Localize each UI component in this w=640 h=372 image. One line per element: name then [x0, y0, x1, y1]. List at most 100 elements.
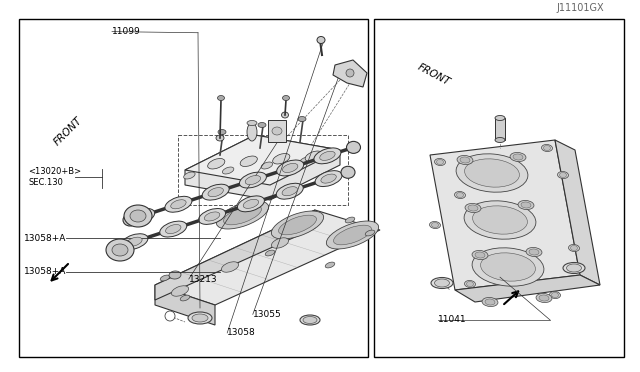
Bar — [19, 19, 368, 357]
Ellipse shape — [457, 155, 473, 164]
Ellipse shape — [472, 248, 544, 286]
Polygon shape — [155, 210, 315, 300]
Ellipse shape — [188, 312, 212, 324]
Text: FRONT: FRONT — [52, 115, 84, 147]
Text: 13058: 13058 — [227, 328, 256, 337]
Ellipse shape — [495, 138, 505, 142]
Ellipse shape — [429, 221, 440, 228]
Polygon shape — [185, 135, 340, 200]
Text: J11101GX: J11101GX — [557, 3, 604, 13]
Ellipse shape — [454, 192, 465, 199]
Ellipse shape — [258, 122, 266, 128]
Ellipse shape — [495, 115, 505, 121]
Text: SEC.130: SEC.130 — [28, 178, 63, 187]
Ellipse shape — [481, 253, 536, 281]
Ellipse shape — [467, 282, 474, 286]
Ellipse shape — [223, 205, 262, 225]
Text: 11099: 11099 — [112, 27, 141, 36]
Ellipse shape — [333, 225, 371, 245]
Ellipse shape — [124, 205, 152, 227]
Polygon shape — [455, 275, 600, 302]
Ellipse shape — [300, 315, 320, 325]
Ellipse shape — [192, 314, 208, 322]
Ellipse shape — [216, 201, 269, 229]
Ellipse shape — [345, 217, 355, 223]
Ellipse shape — [456, 192, 463, 198]
Ellipse shape — [247, 121, 257, 125]
Ellipse shape — [456, 154, 528, 192]
Ellipse shape — [472, 206, 527, 234]
Bar — [178, 135, 348, 205]
Ellipse shape — [539, 295, 549, 301]
Ellipse shape — [160, 275, 170, 281]
Ellipse shape — [521, 202, 531, 208]
Polygon shape — [555, 140, 600, 285]
Circle shape — [346, 69, 354, 77]
Ellipse shape — [325, 262, 335, 268]
Ellipse shape — [541, 144, 552, 151]
Ellipse shape — [557, 171, 568, 179]
Ellipse shape — [321, 174, 336, 183]
Ellipse shape — [265, 250, 275, 256]
Ellipse shape — [552, 292, 559, 298]
Ellipse shape — [282, 163, 298, 173]
Polygon shape — [333, 60, 367, 87]
Ellipse shape — [272, 127, 282, 135]
Ellipse shape — [300, 157, 311, 164]
Text: 13213: 13213 — [189, 275, 218, 283]
Ellipse shape — [485, 299, 495, 305]
Ellipse shape — [106, 239, 134, 261]
Circle shape — [165, 311, 175, 321]
Ellipse shape — [276, 183, 303, 199]
Ellipse shape — [566, 264, 582, 272]
Ellipse shape — [165, 196, 192, 212]
Ellipse shape — [435, 158, 445, 166]
Polygon shape — [155, 210, 380, 305]
Ellipse shape — [128, 208, 155, 224]
Ellipse shape — [315, 171, 342, 186]
Text: <13020+B>: <13020+B> — [28, 167, 81, 176]
Polygon shape — [185, 135, 340, 185]
Ellipse shape — [134, 212, 149, 221]
Ellipse shape — [435, 279, 449, 287]
Ellipse shape — [513, 154, 523, 160]
Ellipse shape — [169, 271, 181, 279]
Ellipse shape — [559, 173, 566, 177]
Ellipse shape — [112, 244, 128, 256]
Ellipse shape — [243, 199, 259, 208]
Ellipse shape — [166, 225, 181, 234]
Ellipse shape — [184, 172, 195, 179]
Ellipse shape — [121, 234, 148, 250]
Ellipse shape — [218, 96, 225, 100]
Ellipse shape — [570, 246, 577, 250]
Ellipse shape — [303, 317, 317, 324]
Ellipse shape — [239, 172, 266, 188]
Ellipse shape — [518, 201, 534, 209]
Ellipse shape — [276, 160, 303, 176]
Ellipse shape — [208, 187, 223, 197]
Ellipse shape — [465, 159, 520, 187]
Ellipse shape — [460, 157, 470, 163]
Ellipse shape — [317, 36, 325, 44]
Ellipse shape — [346, 141, 360, 153]
Ellipse shape — [221, 262, 239, 272]
Ellipse shape — [282, 187, 298, 196]
Ellipse shape — [465, 280, 476, 288]
Polygon shape — [430, 140, 580, 290]
Ellipse shape — [216, 135, 224, 141]
Ellipse shape — [172, 286, 189, 296]
Ellipse shape — [218, 129, 226, 135]
Ellipse shape — [282, 112, 289, 118]
Ellipse shape — [273, 154, 290, 164]
Ellipse shape — [123, 214, 137, 226]
Ellipse shape — [529, 249, 539, 255]
Ellipse shape — [298, 116, 306, 122]
Ellipse shape — [436, 160, 444, 164]
Ellipse shape — [271, 211, 324, 239]
Polygon shape — [155, 285, 215, 325]
Bar — [268, 120, 286, 142]
Ellipse shape — [127, 237, 142, 246]
Ellipse shape — [320, 151, 335, 160]
Ellipse shape — [305, 151, 323, 161]
Ellipse shape — [510, 153, 526, 161]
